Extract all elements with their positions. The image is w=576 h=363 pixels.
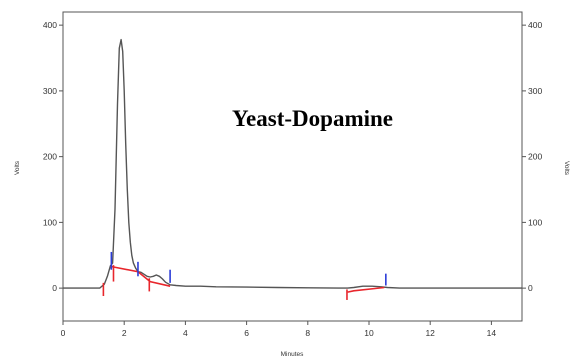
x-tick-label-4: 8 (305, 328, 310, 338)
y-tick-label-right-2: 200 (528, 152, 542, 162)
y-tick-label-right-0: 0 (528, 283, 533, 293)
x-axis: 0 2 4 6 8 10 12 14 (61, 321, 497, 338)
baseline-segment-0 (110, 265, 171, 287)
y-tick-label-left-0: 0 (52, 283, 57, 293)
y-tick-label-left-2: 200 (43, 152, 57, 162)
y-tick-label-right-3: 300 (528, 86, 542, 96)
trace-layer (63, 38, 522, 289)
x-tick-label-1: 2 (122, 328, 127, 338)
x-tick-label-2: 4 (183, 328, 188, 338)
x-axis-label: Minutes (281, 351, 305, 358)
peak-marker-layer (110, 251, 387, 286)
y-tick-label-left-1: 100 (43, 217, 57, 227)
series-line-0 (63, 38, 522, 289)
x-tick-label-7: 14 (487, 328, 497, 338)
x-tick-label-3: 6 (244, 328, 249, 338)
y-axis-right: 0 100 200 300 400 (522, 20, 542, 293)
y-axis-left: 0 100 200 300 400 (43, 20, 63, 293)
y-axis-label-right: Volts (563, 161, 570, 176)
y-axis-label-left: Volts (14, 160, 21, 175)
chart-annotation: Yeast-Dopamine (232, 106, 393, 131)
x-tick-label-0: 0 (61, 328, 66, 338)
y-tick-label-right-1: 100 (528, 217, 542, 227)
x-tick-label-6: 12 (425, 328, 435, 338)
y-tick-label-right-4: 400 (528, 20, 542, 30)
baseline-layer (102, 265, 385, 300)
y-tick-label-left-3: 300 (43, 86, 57, 96)
y-tick-label-left-4: 400 (43, 20, 57, 30)
baseline-segment-1 (347, 286, 385, 293)
x-tick-label-5: 10 (364, 328, 374, 338)
plot-area (62, 11, 523, 322)
